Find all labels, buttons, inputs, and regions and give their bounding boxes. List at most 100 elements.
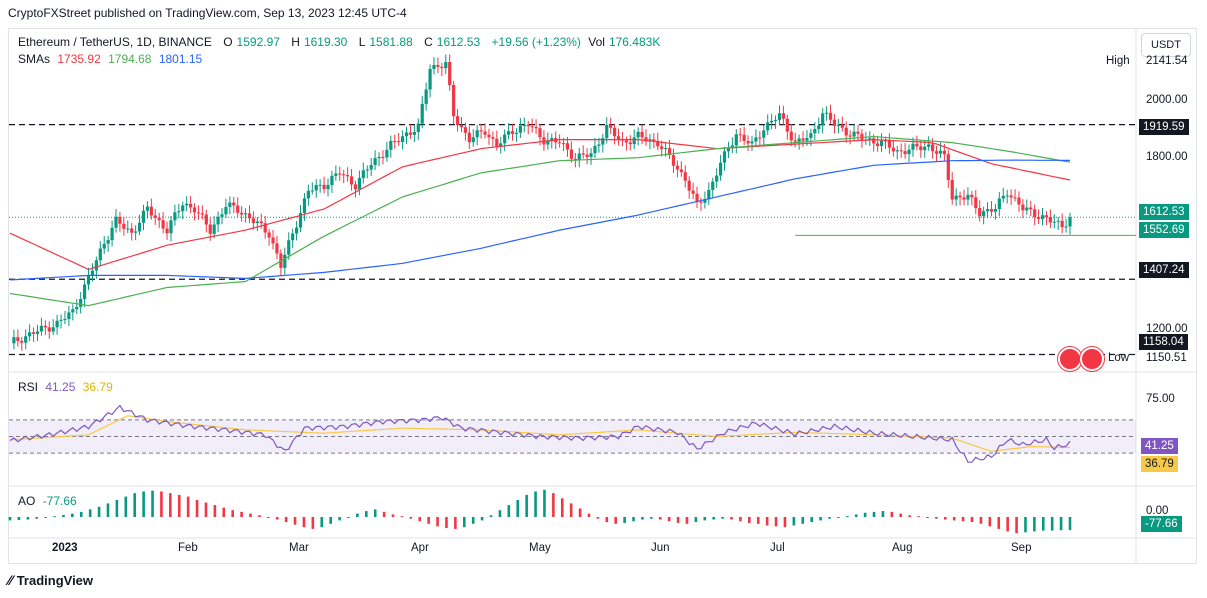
candle-body (161, 220, 165, 229)
candle-body (974, 197, 978, 209)
price-tick-1800: 1800.00 (1146, 151, 1188, 163)
ao-bar (632, 517, 635, 522)
ao-bar (124, 496, 128, 517)
candle-body (1036, 217, 1041, 219)
ao-bar (801, 517, 805, 524)
close-value: 1612.53 (436, 35, 481, 49)
candle-body (126, 228, 130, 230)
candle-body (71, 309, 75, 313)
candle-body (412, 131, 416, 135)
candle-body (789, 131, 793, 141)
ao-bar (400, 516, 404, 518)
ao-bar (730, 517, 733, 520)
candle-body (122, 223, 126, 229)
ao-bar (578, 508, 582, 517)
ao-bar (338, 517, 341, 521)
candle-body (185, 203, 189, 206)
ao-bar (311, 517, 315, 529)
ao-bar (650, 517, 653, 519)
ao-bar (347, 517, 350, 518)
candle-body (530, 126, 534, 128)
ao-bar (231, 510, 234, 517)
candle-body (495, 138, 499, 147)
currency-button[interactable]: USDT (1141, 33, 1191, 57)
candle-body (20, 341, 24, 343)
candle-body (860, 133, 864, 140)
us-flag-icon-2[interactable] (1080, 347, 1104, 371)
ao-bar (756, 517, 760, 524)
candle-body (24, 336, 28, 343)
candle-body (243, 213, 248, 215)
candle-body (561, 143, 566, 145)
candle-body (915, 143, 919, 147)
candle-body (487, 134, 491, 138)
candle-body (522, 124, 526, 126)
ao-bar (890, 511, 894, 517)
sma-line-2 (9, 135, 1071, 307)
tradingview-logo[interactable]: ⁄⁄ TradingView (8, 572, 93, 588)
ao-bar (765, 517, 769, 526)
ao-bar (970, 517, 974, 523)
ao-bar (293, 517, 297, 525)
ao-legend: AO -77.66 (18, 494, 81, 508)
ao-bar (694, 517, 698, 523)
us-flag-icon[interactable] (1058, 347, 1082, 371)
ao-bar (418, 517, 422, 522)
ao-bar (436, 517, 439, 527)
high-label: H (291, 35, 300, 49)
ao-bar (516, 500, 520, 517)
ao-bar (71, 513, 74, 517)
time-label-jun: Jun (651, 542, 670, 554)
candle-body (679, 169, 683, 173)
candle-body (94, 260, 98, 271)
candle-body (291, 233, 295, 241)
candle-body (16, 337, 20, 342)
candle-body (558, 142, 562, 144)
candle-body (188, 203, 193, 208)
ao-bar (828, 517, 831, 519)
ao-bar (783, 517, 787, 528)
candle-body (550, 138, 554, 141)
ao-bar (249, 513, 252, 517)
tradingview-logo-icon: ⁄⁄ (8, 572, 13, 588)
time-label-aug: Aug (892, 542, 913, 554)
candle-body (510, 131, 515, 134)
published-by-line: CryptoFXStreet published on TradingView.… (8, 6, 407, 20)
time-axis[interactable]: 2023 Feb Mar Apr May Jun Jul Aug Sep (0, 540, 1207, 560)
candle-body (263, 223, 267, 233)
time-label-feb: Feb (178, 542, 198, 554)
candle-body (157, 217, 161, 221)
candle-body (322, 184, 326, 190)
open-label: O (223, 35, 233, 49)
sma-label[interactable]: SMAs (18, 52, 51, 66)
ao-label[interactable]: AO (18, 494, 36, 508)
candle-body (314, 185, 318, 191)
candle-body (809, 133, 813, 138)
candle-body (1025, 207, 1029, 211)
candle-body (852, 131, 856, 137)
ao-bar (623, 517, 626, 523)
rsi-label[interactable]: RSI (18, 380, 39, 394)
candle-body (985, 209, 990, 212)
ao-bar (53, 516, 56, 518)
candle-body (715, 175, 719, 182)
candle-body (208, 224, 212, 234)
candle-body (114, 216, 118, 228)
ao-bar (186, 496, 190, 517)
candle-body (738, 134, 742, 136)
candle-body (927, 144, 931, 147)
candle-body (1056, 220, 1060, 222)
sma-value-1: 1735.92 (57, 52, 101, 66)
candle-body (130, 228, 134, 233)
candle-body (369, 165, 373, 170)
volume-label: Vol (588, 35, 605, 49)
time-label-sep: Sep (1011, 542, 1032, 554)
candle-body (306, 190, 310, 199)
candle-body (236, 205, 240, 213)
candle-body (1033, 209, 1037, 218)
ao-bar (712, 517, 715, 520)
candle-body (1060, 220, 1064, 228)
symbol-title[interactable]: Ethereum / TetherUS, 1D, BINANCE (18, 35, 212, 49)
candle-body (817, 125, 821, 130)
